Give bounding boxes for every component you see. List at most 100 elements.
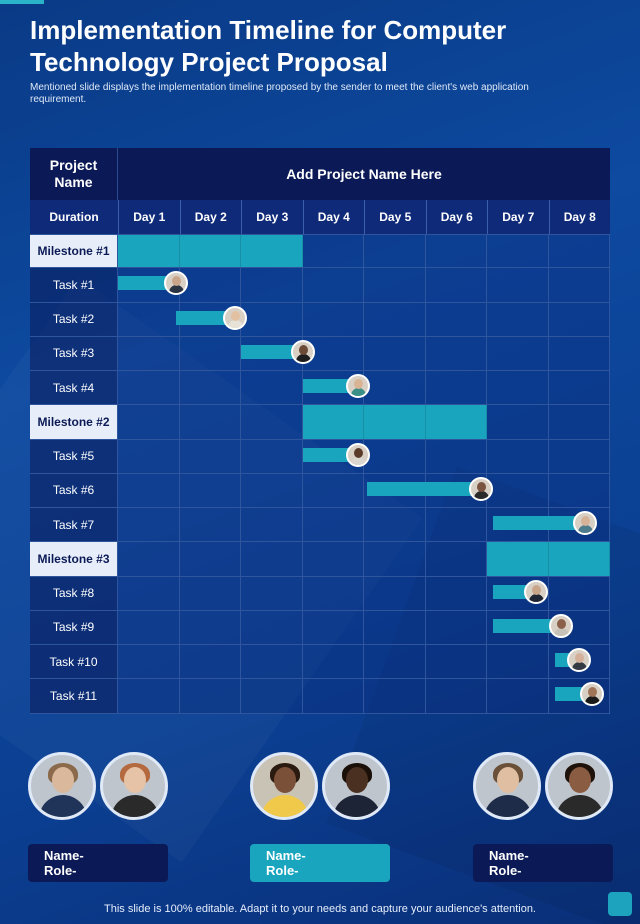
grid-cell — [425, 235, 487, 268]
grid-cell — [241, 679, 303, 713]
grid-cell — [364, 336, 426, 370]
milestone-label: Milestone #1 — [30, 235, 118, 268]
task-row: Task #3 — [30, 336, 610, 371]
assignee-avatar[interactable] — [164, 271, 189, 296]
grid-cell — [487, 439, 549, 473]
team-member-photo — [250, 752, 318, 820]
avatar-torso — [350, 456, 366, 465]
avatar-torso — [473, 490, 489, 499]
grid-cell — [364, 302, 426, 336]
grid-cell — [548, 405, 610, 439]
name-role-box[interactable]: Name- Role- — [250, 844, 390, 882]
grid-cell — [179, 336, 241, 370]
milestone-label: Milestone #3 — [30, 542, 118, 576]
grid-cell — [487, 473, 549, 507]
avatar-head — [587, 687, 597, 698]
grid-cell — [179, 576, 241, 610]
grid-cell — [487, 371, 549, 405]
grid-cell — [487, 405, 549, 439]
assignee-avatar[interactable] — [345, 442, 370, 467]
grid-cell — [548, 336, 610, 370]
page-title: Implementation Timeline for Computer Tec… — [30, 15, 507, 77]
grid-cell — [425, 371, 487, 405]
grid-cell — [118, 542, 180, 576]
task-bar[interactable] — [118, 276, 177, 291]
assignee-avatar[interactable] — [567, 648, 592, 672]
task-bar[interactable] — [176, 310, 235, 325]
assignee-avatar[interactable] — [573, 511, 598, 535]
milestone-bar-cell — [118, 235, 180, 268]
grid-cell — [302, 576, 364, 610]
milestone-bar-cell — [425, 405, 487, 439]
photo-head — [497, 767, 519, 793]
grid-cell — [241, 645, 303, 679]
avatar-head — [476, 481, 486, 492]
grid-cell — [425, 679, 487, 713]
avatar-head — [172, 276, 182, 287]
assignee-avatar[interactable] — [468, 476, 493, 501]
grid-cell — [302, 302, 364, 336]
team-member-photo — [473, 752, 541, 820]
grid-cell — [425, 439, 487, 473]
photo-torso — [261, 795, 309, 817]
assignee-avatar[interactable] — [222, 305, 247, 330]
milestone-bar-cell — [241, 235, 303, 268]
task-label: Task #4 — [30, 371, 118, 405]
role-label: Role- — [266, 863, 299, 878]
grid-cell — [425, 576, 487, 610]
name-role-box[interactable]: Name- Role- — [473, 844, 613, 882]
assignee-avatar[interactable] — [524, 579, 549, 604]
task-bar[interactable] — [367, 481, 481, 496]
assignee-avatar[interactable] — [345, 374, 370, 398]
grid-cell — [241, 610, 303, 644]
grid-cell — [179, 645, 241, 679]
assignee-avatar[interactable] — [290, 339, 315, 364]
grid-cell — [302, 542, 364, 576]
grid-cell — [179, 508, 241, 542]
grid-cell — [118, 576, 180, 610]
grid-cell — [179, 679, 241, 713]
milestone-bar-cell — [487, 542, 549, 576]
corner-accent — [608, 892, 632, 916]
task-bar[interactable] — [493, 618, 561, 633]
avatar-torso — [578, 525, 594, 533]
avatar-torso — [295, 353, 311, 362]
milestone-bar-cell — [179, 235, 241, 268]
avatar-head — [532, 584, 542, 595]
task-bar[interactable] — [302, 447, 358, 462]
grid-cell — [118, 336, 180, 370]
name-label: Name- — [44, 848, 84, 863]
grid-cell — [487, 235, 549, 268]
grid-cell — [364, 679, 426, 713]
project-name-value[interactable]: Add Project Name Here — [286, 166, 442, 182]
grid-cell — [179, 405, 241, 439]
task-bar[interactable] — [302, 379, 358, 393]
grid-cell — [302, 645, 364, 679]
grid-cell — [548, 268, 610, 302]
avatar-head — [230, 310, 240, 321]
task-label: Task #7 — [30, 508, 118, 542]
grid-cell — [364, 268, 426, 302]
task-label: Task #6 — [30, 473, 118, 507]
assignee-avatar[interactable] — [548, 613, 573, 638]
avatar-head — [298, 344, 308, 355]
day-header-8: Day 8 — [548, 200, 611, 234]
team-member-photo — [100, 752, 168, 820]
name-role-box[interactable]: Name- Role- — [28, 844, 168, 882]
day-header-2: Day 2 — [179, 200, 242, 234]
role-label: Role- — [44, 863, 77, 878]
grid-cell — [364, 542, 426, 576]
grid-cell — [364, 645, 426, 679]
avatar-torso — [584, 696, 600, 705]
photo-head — [346, 767, 368, 793]
day-header-5: Day 5 — [364, 200, 426, 234]
grid-cell — [487, 336, 549, 370]
assignee-avatar[interactable] — [579, 682, 604, 707]
day-header-4: Day 4 — [302, 200, 365, 234]
task-bar[interactable] — [493, 516, 586, 530]
photo-head — [274, 767, 296, 793]
task-bar[interactable] — [241, 344, 303, 359]
avatar-torso — [529, 593, 545, 602]
grid-cell — [425, 542, 487, 576]
grid-cell — [302, 679, 364, 713]
